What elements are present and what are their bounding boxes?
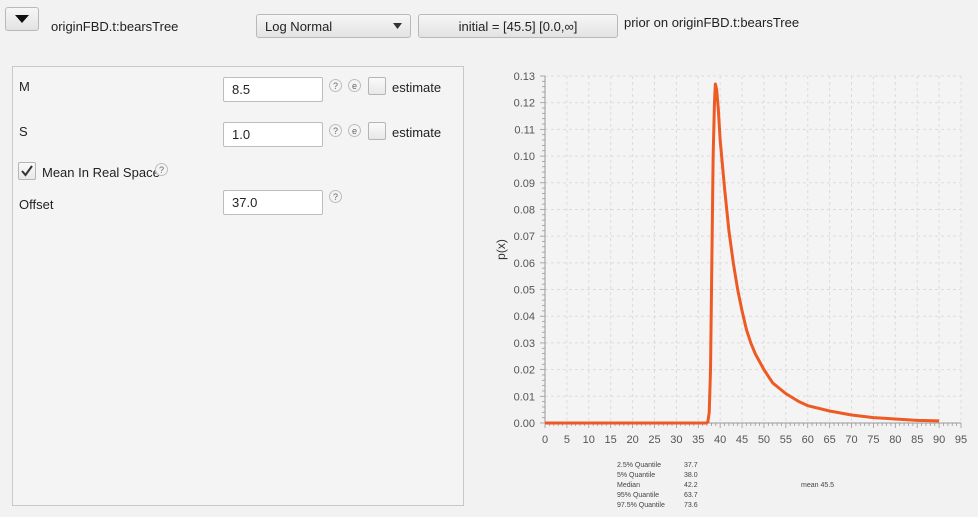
quantile-row: 95% Quantile 63.7 (617, 491, 698, 501)
mean-real-space-help-icon[interactable]: ? (155, 163, 168, 176)
quantile-row-label: 2.5% Quantile (617, 462, 661, 469)
y-tick-label: 0.12 (514, 98, 535, 110)
x-tick-label: 35 (692, 434, 704, 446)
x-tick-label: 20 (626, 434, 638, 446)
y-tick-label: 0.09 (514, 178, 535, 190)
x-tick-label: 40 (714, 434, 726, 446)
y-tick-label: 0.06 (514, 258, 535, 270)
x-tick-label: 15 (605, 434, 617, 446)
m-estimate-checkbox[interactable] (368, 77, 386, 95)
x-tick-label: 65 (824, 434, 836, 446)
y-tick-label: 0.04 (514, 311, 535, 323)
s-estimate-checkbox[interactable] (368, 122, 386, 140)
m-estimate-label: estimate (392, 80, 442, 95)
y-tick-label: 0.11 (514, 124, 535, 136)
y-tick-label: 0.05 (514, 285, 535, 297)
x-tick-label: 25 (648, 434, 660, 446)
density-curve (545, 82, 940, 425)
quantile-row: 97.5% Quantile 73.6 (617, 501, 698, 511)
quantile-row: 2.5% Quantile 37.7 (617, 461, 698, 471)
y-tick-label: 0.08 (514, 204, 535, 216)
m-extra-icon[interactable]: e (348, 79, 361, 92)
x-tick-label: 70 (845, 434, 857, 446)
quantile-stats: 2.5% Quantile 37.7 5% Quantile 38.0 Median 42… (617, 461, 698, 511)
y-tick-label: 0.02 (514, 365, 535, 377)
quantile-row-value: 42.2 (684, 482, 698, 489)
quantile-row: Median 42.2 (617, 481, 698, 491)
triangle-down-icon (15, 15, 29, 23)
distribution-select-value: Log Normal (265, 18, 333, 34)
x-tick-label: 55 (780, 434, 792, 446)
y-tick-label: 0.07 (514, 231, 535, 243)
prior-label: prior on originFBD.t:bearsTree (624, 15, 800, 30)
mean-real-space-checkbox[interactable] (18, 162, 36, 180)
m-input[interactable]: 8.5 (223, 77, 323, 102)
x-tick-label: 60 (802, 434, 814, 446)
quantile-row: 5% Quantile 38.0 (617, 471, 698, 481)
s-estimate-label: estimate (392, 125, 442, 140)
quantile-row-value: 73.6 (684, 502, 698, 509)
x-tick-label: 75 (867, 434, 879, 446)
s-label: S (19, 124, 28, 139)
m-help-icon[interactable]: ? (329, 79, 342, 92)
offset-label: Offset (19, 197, 54, 212)
x-tick-label: 45 (736, 434, 748, 446)
parameter-name: originFBD.t:bearsTree (51, 19, 179, 34)
initial-value-button[interactable]: initial = [45.5] [0.0,∞] (418, 14, 618, 38)
checkmark-icon (21, 165, 33, 177)
offset-help-icon[interactable]: ? (329, 190, 342, 203)
s-help-icon[interactable]: ? (329, 124, 342, 137)
quantile-row-label: Median (617, 482, 640, 489)
quantile-row-label: 95% Quantile (617, 492, 660, 499)
y-tick-label: 0.13 (514, 71, 535, 83)
m-label: M (19, 79, 30, 94)
x-tick-label: 85 (911, 434, 923, 446)
s-input[interactable]: 1.0 (223, 122, 323, 147)
quantile-row-value: 37.7 (684, 462, 698, 469)
x-tick-label: 5 (564, 434, 570, 446)
quantile-row-label: 97.5% Quantile (617, 502, 665, 509)
y-tick-label: 0.10 (514, 151, 535, 163)
collapse-button[interactable] (5, 7, 39, 31)
y-axis-label: p(x) (494, 239, 508, 260)
x-tick-label: 90 (933, 434, 945, 446)
mean-real-space-label: Mean In Real Space (42, 165, 160, 180)
chevron-down-icon (393, 23, 402, 29)
y-tick-label: 0.03 (514, 338, 535, 350)
distribution-select[interactable]: Log Normal (256, 14, 411, 38)
s-extra-icon[interactable]: e (348, 124, 361, 137)
x-tick-label: 80 (889, 434, 901, 446)
x-tick-label: 0 (542, 434, 548, 446)
offset-input[interactable]: 37.0 (223, 190, 323, 215)
plot-area (545, 76, 961, 423)
initial-value-label: initial = [45.5] [0.0,∞] (458, 18, 578, 34)
y-tick-label: 0.00 (514, 418, 535, 430)
quantile-row-value: 38.0 (684, 472, 698, 479)
y-tick-label: 0.01 (514, 391, 535, 403)
x-tick-label: 30 (670, 434, 682, 446)
mean-stat: mean 45.5 (801, 482, 835, 489)
x-tick-label: 50 (758, 434, 770, 446)
x-tick-label: 95 (955, 434, 967, 446)
x-tick-label: 10 (583, 434, 595, 446)
quantile-row-value: 63.7 (684, 492, 698, 499)
quantile-row-label: 5% Quantile (617, 472, 656, 479)
